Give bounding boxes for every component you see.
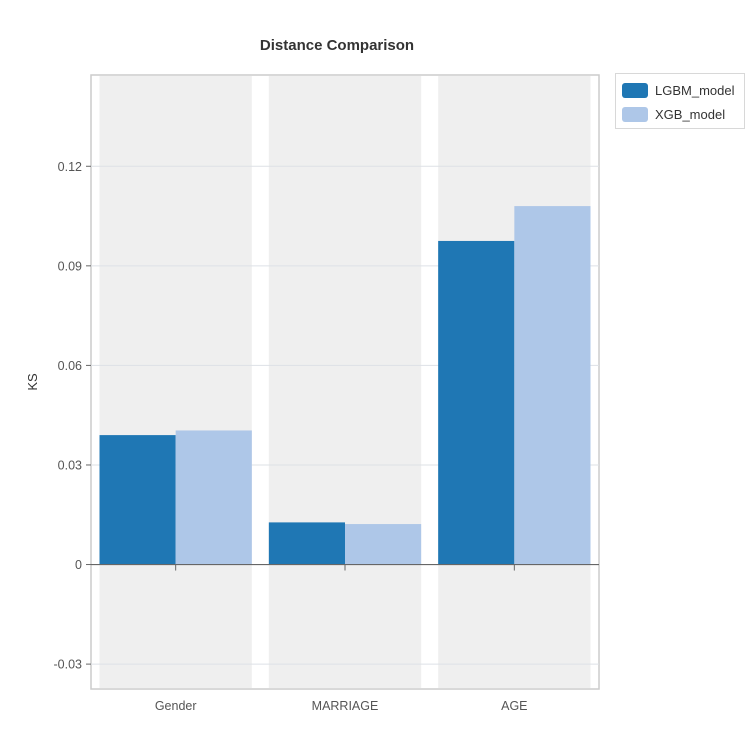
bar-xgb-model-gender xyxy=(175,430,252,565)
legend-swatch-xgb xyxy=(622,106,648,122)
bar-lgbm-model-age xyxy=(438,240,515,565)
y-tick-label: -0.03 xyxy=(54,658,83,672)
y-tick-label: 0.03 xyxy=(58,458,82,472)
x-tick-label: MARRIAGE xyxy=(312,699,379,713)
bar-lgbm-model-marriage xyxy=(268,522,345,565)
legend-item-lgbm[interactable]: LGBM_model xyxy=(622,81,734,99)
legend: LGBM_model XGB_model xyxy=(615,73,745,129)
bar-xgb-model-age xyxy=(514,206,591,565)
y-axis-label: KS xyxy=(25,373,40,391)
legend-label-xgb: XGB_model xyxy=(655,106,726,122)
legend-label-lgbm: LGBM_model xyxy=(655,82,735,98)
y-tick-label: 0.06 xyxy=(58,359,82,373)
bar-lgbm-model-gender xyxy=(99,435,176,565)
legend-swatch-lgbm xyxy=(622,82,648,98)
x-tick-label: AGE xyxy=(501,699,527,713)
category-band xyxy=(268,76,422,688)
x-tick-label: Gender xyxy=(155,699,197,713)
y-tick-label: 0.12 xyxy=(58,160,82,174)
legend-item-xgb[interactable]: XGB_model xyxy=(622,105,725,123)
chart-title: Distance Comparison xyxy=(260,37,414,54)
y-tick-label: 0.09 xyxy=(58,259,82,273)
bar-xgb-model-marriage xyxy=(345,524,422,565)
y-tick-label: 0 xyxy=(75,558,82,572)
category-band xyxy=(99,76,252,688)
